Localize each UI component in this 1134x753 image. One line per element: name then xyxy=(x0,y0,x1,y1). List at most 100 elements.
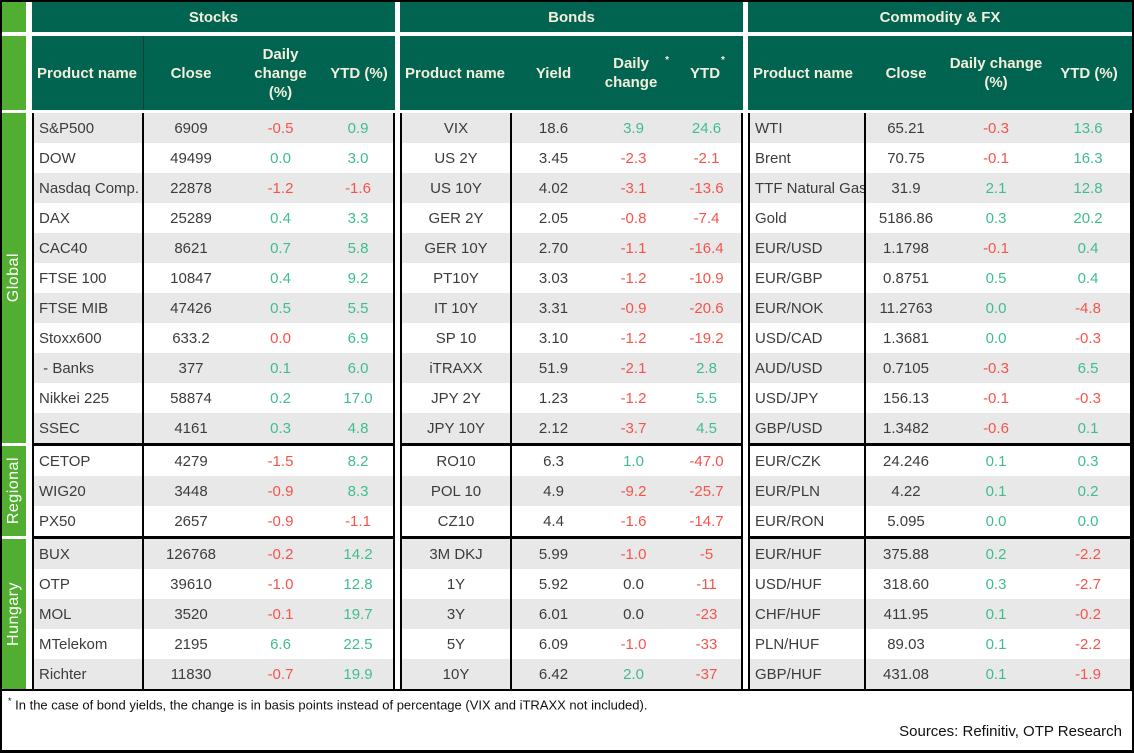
table-row: Richter 11830 -0.7 19.9 xyxy=(34,659,393,689)
column-header-label: Daily change xyxy=(604,55,658,91)
section-title: Stocks xyxy=(32,2,395,32)
product-name: GER 10Y xyxy=(402,233,512,263)
product-name: 3Y xyxy=(402,599,512,629)
close-value: 3.03 xyxy=(538,269,569,287)
ytd-value: -47.0 xyxy=(689,452,724,470)
group-label-regional: Regional xyxy=(2,446,26,536)
product-name: Nikkei 225 xyxy=(34,383,144,413)
table-row: Nikkei 225 58874 0.2 17.0 xyxy=(34,383,393,413)
close-value: 51.9 xyxy=(538,359,569,377)
product-name: IT 10Y xyxy=(402,293,512,323)
close-value: 5186.86 xyxy=(878,209,934,227)
column-header-asterisk: * xyxy=(721,55,725,66)
close-value: 156.13 xyxy=(883,389,929,407)
section-body: S&P500 6909 -0.5 0.9 DOW 49499 0.0 3.0 Nasdaq Co… xyxy=(32,113,395,689)
ytd-value: 12.8 xyxy=(343,575,373,593)
table-row: 3M DKJ 5.99 -1.0 -5 xyxy=(402,539,741,569)
close-value: 25289 xyxy=(170,209,212,227)
daily-change-value: -0.1 xyxy=(983,149,1009,167)
close-value: 4.02 xyxy=(538,179,569,197)
table-row: CHF/HUF 411.95 0.1 -0.2 xyxy=(750,599,1130,629)
table-row: EUR/PLN 4.22 0.1 0.2 xyxy=(750,476,1130,506)
section-title: Commodity & FX xyxy=(748,2,1132,32)
ytd-value: 3.3 xyxy=(347,209,369,227)
product-name: USD/JPY xyxy=(750,383,866,413)
table-row: Stoxx600 633.2 0.0 6.9 xyxy=(34,323,393,353)
ytd-value: 8.2 xyxy=(347,452,369,470)
ytd-value: 17.0 xyxy=(343,389,373,407)
ytd-value: 5.5 xyxy=(696,389,717,407)
ytd-value: -25.7 xyxy=(689,482,724,500)
daily-change-value: -1.2 xyxy=(267,179,294,197)
product-name: EUR/RON xyxy=(750,506,866,536)
bonds-section: Bonds Product name Yield Daily change * YTD *… xyxy=(400,2,743,689)
daily-change-value: 0.0 xyxy=(623,575,644,593)
daily-change-value: 0.0 xyxy=(985,512,1007,530)
product-name: US 10Y xyxy=(402,173,512,203)
close-value: 2.12 xyxy=(538,419,569,437)
close-value: 126768 xyxy=(165,545,217,563)
daily-change-value: -0.9 xyxy=(620,299,647,317)
daily-change-value: 0.4 xyxy=(270,209,291,227)
daily-change-value: 0.0 xyxy=(270,149,291,167)
product-name: AUD/USD xyxy=(750,353,866,383)
daily-change-value: 0.3 xyxy=(270,419,291,437)
close-value: 4.9 xyxy=(543,482,564,500)
ytd-value: 20.2 xyxy=(1073,209,1103,227)
daily-change-value: -0.1 xyxy=(983,389,1009,407)
daily-change-value: -1.0 xyxy=(267,575,294,593)
section-column-headers: Product name Close Daily change (%) YTD (%) xyxy=(748,36,1132,110)
product-name: POL 10 xyxy=(402,476,512,506)
close-value: 6.42 xyxy=(538,665,569,683)
column-header-label: Daily change (%) xyxy=(254,45,307,101)
daily-change-value: 0.5 xyxy=(270,299,291,317)
group-label-global: Global xyxy=(2,113,26,443)
close-value: 3448 xyxy=(174,482,208,500)
close-value: 377 xyxy=(178,359,204,377)
product-name: Brent xyxy=(750,143,866,173)
group-separator xyxy=(34,536,393,539)
daily-change-value: -0.8 xyxy=(620,209,647,227)
group-separator xyxy=(402,536,741,539)
ytd-value: -0.3 xyxy=(1075,389,1101,407)
close-value: 2657 xyxy=(174,512,208,530)
daily-change-value: -0.7 xyxy=(267,665,294,683)
section-column-headers: Product name Yield Daily change * YTD * xyxy=(400,36,743,110)
section-title: Bonds xyxy=(400,2,743,32)
product-name: Nasdaq Comp. xyxy=(34,173,144,203)
table-row: BUX 126768 -0.2 14.2 xyxy=(34,539,393,569)
table-row: USD/HUF 318.60 0.3 -2.7 xyxy=(750,569,1130,599)
product-name: PLN/HUF xyxy=(750,629,866,659)
ytd-value: -1.6 xyxy=(345,179,371,197)
table-row: EUR/NOK 11.2763 0.0 -4.8 xyxy=(750,293,1130,323)
close-value: 58874 xyxy=(170,389,212,407)
ytd-value: -2.2 xyxy=(1075,545,1101,563)
daily-change-value: 0.0 xyxy=(985,329,1007,347)
product-name: VIX xyxy=(402,113,512,143)
close-value: 0.8751 xyxy=(883,269,929,287)
group-separator xyxy=(402,443,741,446)
daily-change-value: 3.9 xyxy=(623,119,644,137)
column-header-label: Daily change (%) xyxy=(949,55,1043,91)
daily-change-value: 0.0 xyxy=(623,605,644,623)
section-column-headers: Product name Close Daily change (%) YTD (%) xyxy=(32,36,395,110)
table-area: Global Regional Hungary Stocks Product n… xyxy=(2,2,1132,691)
table-row: 10Y 6.42 2.0 -37 xyxy=(402,659,741,689)
product-name: EUR/HUF xyxy=(750,539,866,569)
daily-change-value: 0.2 xyxy=(270,389,291,407)
close-value: 5.095 xyxy=(887,512,925,530)
ytd-value: 14.2 xyxy=(343,545,373,563)
daily-change-value: -1.2 xyxy=(620,329,647,347)
close-value: 70.75 xyxy=(887,149,925,167)
section-body: VIX 18.6 3.9 24.6 US 2Y 3.45 -2.3 -2.1 US 10Y 4.0… xyxy=(400,113,743,689)
close-value: 3.31 xyxy=(538,299,569,317)
product-name: EUR/GBP xyxy=(750,263,866,293)
table-row: VIX 18.6 3.9 24.6 xyxy=(402,113,741,143)
column-header-label: YTD xyxy=(690,64,721,82)
column-header: Yield xyxy=(512,36,595,110)
close-value: 8621 xyxy=(174,239,208,257)
column-header: Close xyxy=(866,36,946,110)
product-name: 3M DKJ xyxy=(402,539,512,569)
close-value: 6909 xyxy=(174,119,208,137)
ytd-value: 9.2 xyxy=(347,269,369,287)
